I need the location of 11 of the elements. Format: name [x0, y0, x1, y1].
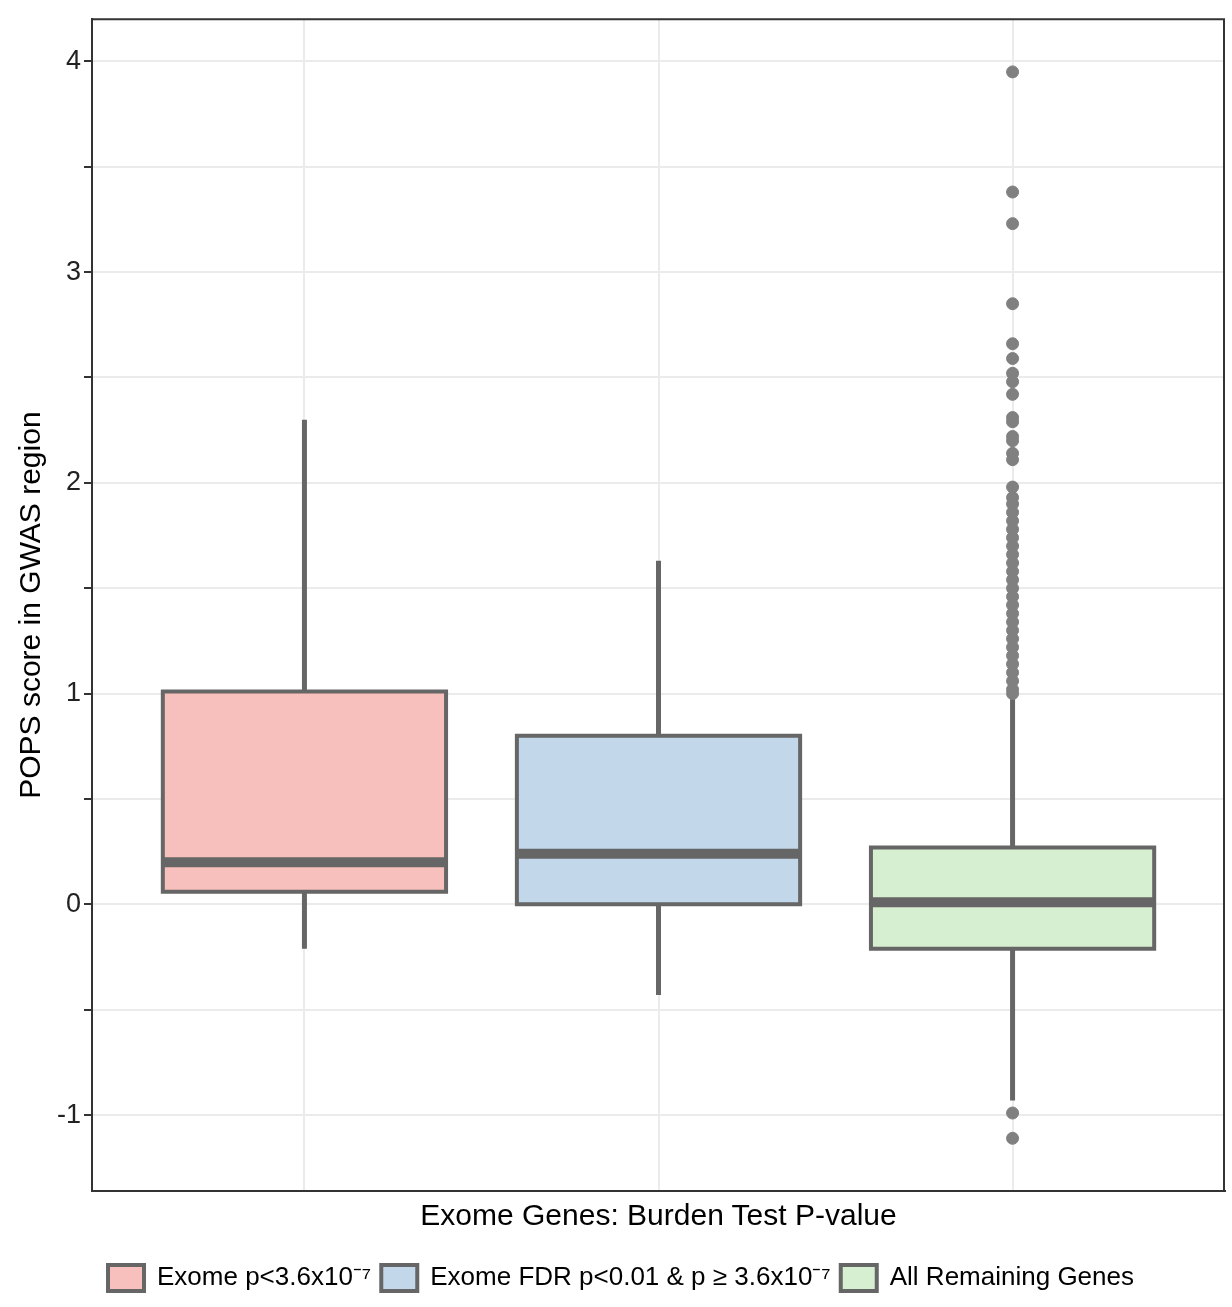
y-tick-label: 4	[65, 44, 82, 75]
x-axis-title: Exome Genes: Burden Test P-value	[420, 1198, 897, 1232]
y-tick-label: 1	[65, 677, 82, 708]
y-tick-label: 2	[65, 466, 82, 497]
y-tick-label: 0	[65, 887, 82, 918]
y-axis-title: POPS score in GWAS region	[13, 411, 47, 799]
y-tick-label: 3	[65, 255, 82, 286]
legend-label: Exome FDR p<0.01 & p ≥ 3.6x10⁻⁷	[430, 1261, 831, 1292]
y-tick-label: -1	[56, 1098, 82, 1129]
legend-label: All Remaining Genes	[889, 1261, 1134, 1292]
legend-label: Exome p<3.6x10⁻⁷	[157, 1261, 372, 1292]
